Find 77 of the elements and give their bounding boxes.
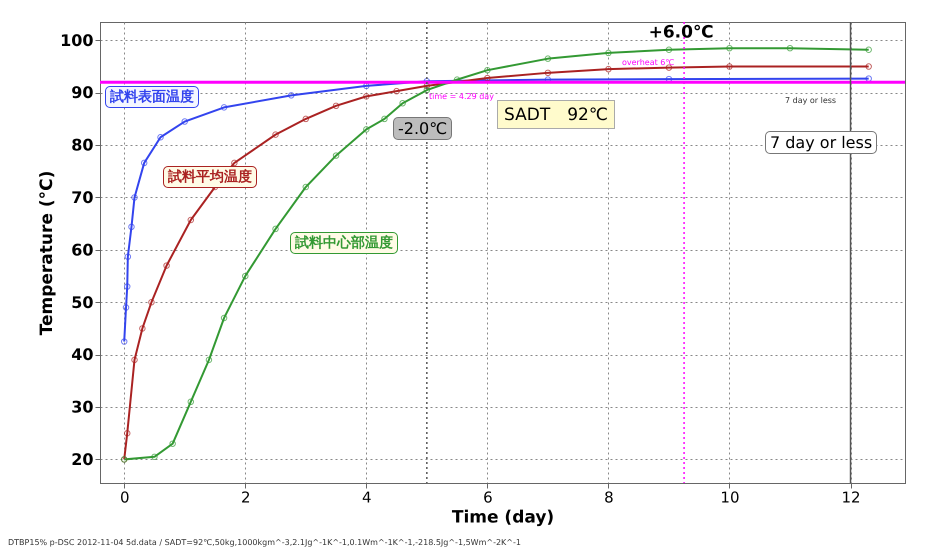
y-tick-label: 100 — [60, 30, 94, 50]
point — [148, 299, 155, 306]
point — [393, 88, 400, 94]
point — [666, 46, 672, 53]
point — [242, 272, 248, 280]
point — [163, 262, 170, 269]
point — [726, 63, 733, 70]
point — [363, 126, 370, 133]
point — [272, 131, 279, 138]
point — [302, 184, 310, 190]
annotation: +6.0℃ — [648, 22, 714, 42]
point — [424, 86, 430, 94]
point — [484, 66, 491, 74]
x-tick-label: 12 — [841, 488, 861, 506]
point — [188, 398, 194, 406]
point — [786, 44, 794, 52]
x-tick-label: 4 — [362, 488, 372, 506]
point — [124, 253, 132, 260]
series-label: 試料平均温度 — [163, 166, 257, 188]
point — [188, 216, 194, 224]
point — [424, 78, 430, 84]
point — [182, 118, 188, 125]
point — [484, 74, 491, 82]
point — [272, 226, 279, 232]
point — [363, 93, 370, 100]
point — [381, 116, 388, 122]
point — [399, 100, 406, 106]
point — [332, 152, 340, 159]
annotation: -2.0℃ — [393, 117, 452, 140]
y-tick-label: 40 — [71, 345, 94, 364]
point — [151, 454, 158, 460]
y-tick-label: 30 — [71, 398, 94, 417]
point — [231, 160, 238, 166]
point — [332, 102, 340, 110]
point — [288, 92, 294, 99]
annotation: time = 4.29 day — [429, 92, 494, 101]
point — [128, 224, 135, 230]
x-tick-label: 2 — [240, 488, 251, 506]
y-axis-title: Temperature (°C) — [37, 170, 58, 336]
point — [131, 356, 138, 364]
y-tick-label: 50 — [71, 292, 94, 312]
point — [363, 82, 370, 90]
annotation: 7 day or less — [765, 131, 878, 154]
point — [206, 356, 212, 364]
y-tick-label: 60 — [71, 240, 94, 260]
series-label: 試料表面温度 — [105, 86, 199, 108]
point — [605, 50, 612, 56]
x-tick-label: 10 — [720, 488, 740, 506]
point — [139, 325, 146, 332]
point — [131, 194, 138, 201]
point — [302, 116, 310, 122]
point — [544, 55, 552, 62]
point — [169, 440, 176, 447]
point — [220, 104, 228, 111]
point — [124, 430, 130, 436]
text: DTBP15% p-DSC 2012-11-04 5d.data / SADT=92℃,50kg,1000kgm^-3,2.1Jg^-1K^-1,0.1Wm^-1K^-1,-218.5Jg^-1,5Wm^-2K^-1 — [8, 538, 521, 547]
point — [140, 160, 148, 166]
y-tick-label: 90 — [71, 83, 94, 102]
y-tick-label: 20 — [71, 450, 94, 469]
point — [124, 283, 130, 290]
point — [605, 66, 612, 72]
annotation: SADT 92℃ — [497, 100, 615, 129]
y-tick-label: 80 — [71, 136, 94, 155]
series-label: 試料中心部温度 — [290, 232, 398, 254]
x-tick-label: 6 — [483, 488, 493, 506]
x-axis-title: Time (day) — [452, 508, 554, 528]
y-tick-label: 70 — [71, 188, 94, 207]
point — [726, 44, 733, 52]
point — [424, 82, 430, 90]
point — [122, 304, 130, 311]
point — [157, 134, 164, 140]
annotation: 7 day or less — [785, 96, 836, 105]
point — [544, 70, 552, 76]
x-tick-label: 0 — [120, 488, 130, 506]
point — [220, 314, 228, 322]
annotation: overheat 6℃ — [622, 58, 674, 67]
x-tick-label: 8 — [604, 488, 614, 506]
